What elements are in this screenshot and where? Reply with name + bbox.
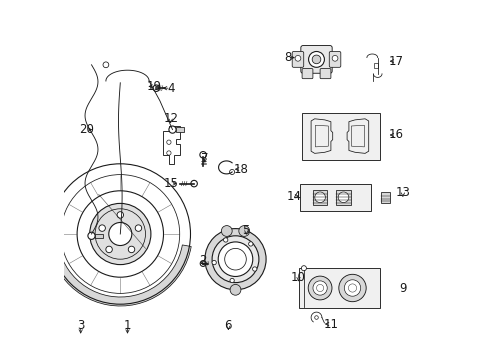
Circle shape [204, 229, 265, 290]
Circle shape [190, 180, 197, 187]
Text: 12: 12 [163, 112, 178, 125]
Text: 19: 19 [147, 80, 162, 93]
Text: 15: 15 [163, 177, 178, 190]
FancyBboxPatch shape [320, 68, 330, 79]
Circle shape [308, 51, 324, 67]
Wedge shape [48, 221, 191, 306]
Circle shape [153, 85, 159, 91]
Text: 20: 20 [79, 123, 93, 136]
Bar [381, 192, 390, 203]
Circle shape [338, 192, 348, 203]
Circle shape [105, 246, 112, 253]
Bar [302, 113, 379, 160]
Bar [312, 190, 326, 205]
Text: 11: 11 [323, 318, 338, 330]
Text: 3: 3 [77, 319, 84, 332]
Text: 4: 4 [166, 82, 174, 95]
Text: 5: 5 [242, 224, 249, 237]
FancyBboxPatch shape [300, 46, 331, 73]
Circle shape [230, 284, 241, 295]
Text: 10: 10 [290, 271, 305, 284]
Bar [176, 127, 183, 132]
Bar [300, 184, 370, 211]
Text: 9: 9 [398, 282, 406, 294]
FancyBboxPatch shape [302, 68, 312, 79]
Circle shape [331, 55, 337, 61]
Text: 16: 16 [387, 129, 403, 141]
Circle shape [307, 276, 331, 300]
Circle shape [212, 236, 258, 283]
Circle shape [108, 222, 132, 246]
Circle shape [314, 316, 318, 319]
Bar [298, 268, 379, 308]
Bar [374, 63, 377, 68]
Circle shape [223, 238, 227, 242]
Bar [336, 190, 350, 205]
Text: 8: 8 [284, 51, 291, 64]
Circle shape [99, 225, 105, 231]
Circle shape [311, 55, 320, 64]
Circle shape [312, 281, 326, 295]
Circle shape [248, 242, 252, 246]
Text: 18: 18 [233, 163, 248, 176]
Circle shape [128, 246, 135, 253]
Circle shape [229, 278, 234, 283]
Circle shape [252, 267, 256, 271]
Circle shape [344, 280, 360, 296]
Circle shape [88, 232, 95, 239]
Bar [95, 234, 103, 238]
Circle shape [301, 266, 306, 271]
Circle shape [221, 226, 232, 237]
FancyBboxPatch shape [292, 51, 303, 67]
Text: 2: 2 [199, 255, 206, 267]
Text: 14: 14 [286, 190, 301, 203]
Text: 7: 7 [201, 152, 208, 165]
Circle shape [200, 152, 206, 158]
Circle shape [218, 242, 252, 276]
Circle shape [238, 226, 249, 237]
Text: 17: 17 [387, 55, 403, 68]
Circle shape [117, 212, 123, 218]
Circle shape [168, 126, 176, 133]
Text: 1: 1 [123, 319, 131, 332]
Text: 13: 13 [395, 186, 409, 199]
Text: 6: 6 [224, 319, 232, 332]
Circle shape [200, 261, 205, 266]
Circle shape [135, 225, 142, 231]
Circle shape [338, 274, 366, 302]
FancyBboxPatch shape [328, 51, 340, 67]
Circle shape [294, 55, 300, 61]
Circle shape [89, 203, 151, 265]
Circle shape [229, 170, 234, 175]
Circle shape [314, 192, 325, 203]
Circle shape [212, 260, 216, 265]
